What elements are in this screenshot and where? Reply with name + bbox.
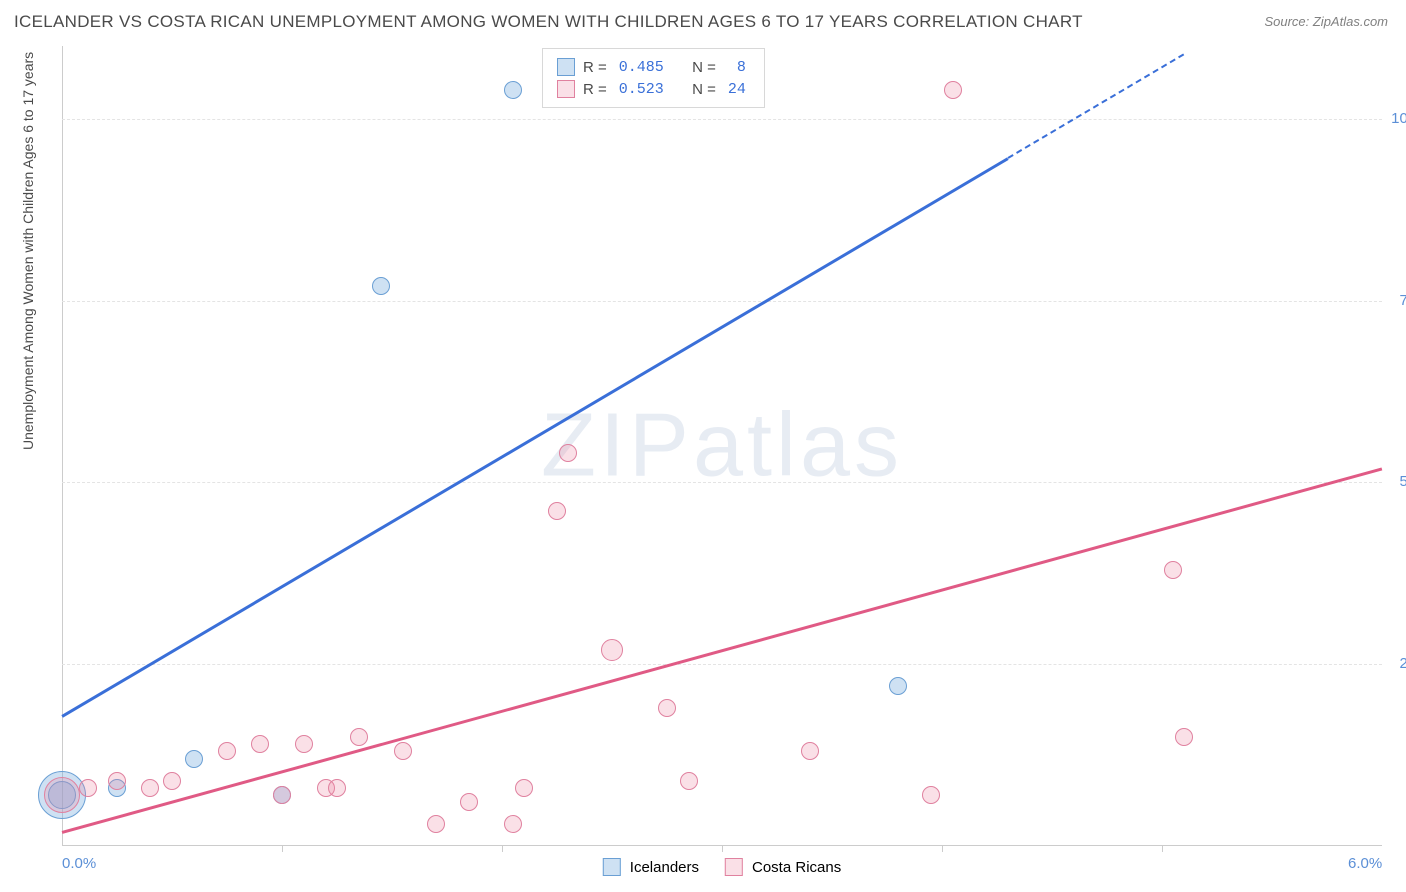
stats-n-label: N =	[692, 59, 716, 76]
stats-r-value: 0.485	[615, 59, 668, 76]
x-tick-mark	[942, 846, 943, 852]
scatter-point	[658, 699, 676, 717]
stats-r-value: 0.523	[615, 81, 668, 98]
legend-label: Costa Ricans	[752, 859, 841, 876]
trend-line	[61, 157, 1008, 717]
scatter-point	[515, 779, 533, 797]
trend-line	[62, 468, 1383, 834]
y-tick-label: 100.0%	[1387, 110, 1406, 127]
scatter-point	[504, 81, 522, 99]
x-tick-mark	[722, 846, 723, 852]
gridline-horizontal	[62, 664, 1382, 665]
legend-swatch	[603, 858, 621, 876]
chart-container: ICELANDER VS COSTA RICAN UNEMPLOYMENT AM…	[0, 0, 1406, 892]
scatter-point	[504, 815, 522, 833]
y-tick-label: 25.0%	[1387, 655, 1406, 672]
x-tick-label: 0.0%	[62, 855, 96, 872]
stats-r-label: R =	[583, 81, 607, 98]
y-tick-label: 50.0%	[1387, 473, 1406, 490]
scatter-point	[108, 772, 126, 790]
scatter-point	[328, 779, 346, 797]
x-tick-label: 6.0%	[1348, 855, 1382, 872]
x-tick-mark	[282, 846, 283, 852]
chart-plot-area: ZIPatlas 25.0%50.0%75.0%100.0%0.0%6.0%R …	[62, 46, 1382, 846]
scatter-point	[273, 786, 291, 804]
scatter-point	[460, 793, 478, 811]
scatter-point	[372, 277, 390, 295]
scatter-point	[601, 639, 623, 661]
stats-n-value: 24	[724, 81, 750, 98]
stats-swatch	[557, 80, 575, 98]
legend-swatch	[725, 858, 743, 876]
stats-box: R = 0.485 N = 8 R = 0.523 N = 24	[542, 48, 765, 108]
stats-row: R = 0.523 N = 24	[557, 78, 750, 100]
legend-item: Icelanders	[603, 858, 699, 876]
gridline-horizontal	[62, 482, 1382, 483]
y-axis-label: Unemployment Among Women with Children A…	[20, 52, 36, 450]
scatter-point	[185, 750, 203, 768]
stats-n-value: 8	[724, 59, 750, 76]
scatter-point	[394, 742, 412, 760]
scatter-point	[801, 742, 819, 760]
scatter-point	[1175, 728, 1193, 746]
scatter-point	[295, 735, 313, 753]
scatter-point	[680, 772, 698, 790]
scatter-point	[944, 81, 962, 99]
scatter-point	[350, 728, 368, 746]
legend: Icelanders Costa Ricans	[603, 858, 841, 876]
y-tick-label: 75.0%	[1387, 292, 1406, 309]
scatter-point	[889, 677, 907, 695]
x-tick-mark	[1162, 846, 1163, 852]
gridline-horizontal	[62, 301, 1382, 302]
scatter-point	[922, 786, 940, 804]
scatter-point	[427, 815, 445, 833]
scatter-point	[44, 777, 80, 813]
legend-item: Costa Ricans	[725, 858, 841, 876]
scatter-point	[79, 779, 97, 797]
scatter-point	[559, 444, 577, 462]
scatter-point	[1164, 561, 1182, 579]
gridline-horizontal	[62, 119, 1382, 120]
scatter-point	[163, 772, 181, 790]
scatter-point	[218, 742, 236, 760]
stats-n-label: N =	[692, 81, 716, 98]
y-axis-line	[62, 46, 63, 846]
stats-row: R = 0.485 N = 8	[557, 56, 750, 78]
scatter-point	[548, 502, 566, 520]
scatter-point	[141, 779, 159, 797]
x-tick-mark	[502, 846, 503, 852]
trend-line	[1007, 53, 1184, 159]
source-attribution: Source: ZipAtlas.com	[1264, 14, 1388, 29]
chart-title: ICELANDER VS COSTA RICAN UNEMPLOYMENT AM…	[14, 12, 1083, 32]
scatter-point	[251, 735, 269, 753]
stats-r-label: R =	[583, 59, 607, 76]
stats-swatch	[557, 58, 575, 76]
legend-label: Icelanders	[630, 859, 699, 876]
